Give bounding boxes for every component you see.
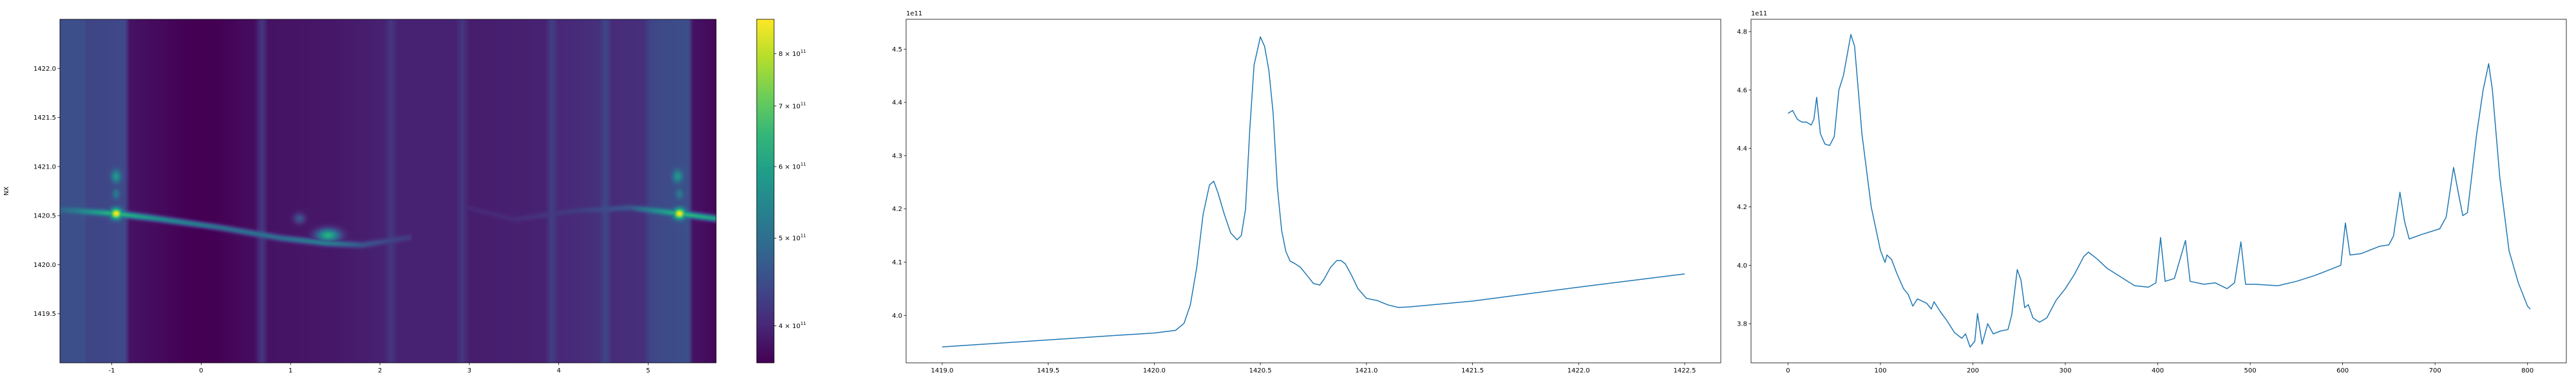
heatmap-ylabel: NX	[3, 187, 10, 196]
line-chart-1-offset-label: 1e11	[906, 10, 922, 17]
heatmap-ytick-label: 1419.5	[33, 311, 56, 318]
line-chart-2-offset-label: 1e11	[1751, 10, 1767, 17]
line-chart-1-xtick-label: 1422.0	[1567, 367, 1590, 374]
colorbar-frame	[756, 19, 775, 363]
line-chart-1-xtick-label: 1419.0	[931, 367, 954, 374]
line-chart-2-frame	[1750, 19, 2567, 363]
line-chart-2-series-line	[1788, 33, 2531, 348]
line-chart-2-xtick-label: 800	[2521, 367, 2533, 374]
line-chart-1-ytick-label: 4.2	[892, 206, 902, 213]
heatmap-xtick-label: 0	[199, 367, 203, 374]
line-chart-1-xtick-label: 1422.5	[1673, 367, 1696, 374]
heatmap-xtick-label: 1	[289, 367, 292, 374]
colorbar-tick-label: 5 × 1011	[779, 234, 806, 243]
line-chart-1-ytick-label: 4.5	[892, 46, 902, 53]
line-chart-2-xtick-label: 700	[2429, 367, 2441, 374]
colorbar-tick-label: 4 × 1011	[779, 321, 806, 330]
line-chart-2-xtick-label: 400	[2152, 367, 2164, 374]
colorbar-tick-label: 7 × 1011	[779, 101, 806, 110]
line-chart-1-xtick-label: 1421.0	[1355, 367, 1378, 374]
line-chart-2-xtick-label: 500	[2244, 367, 2257, 374]
line-chart-1-series-line	[942, 36, 1685, 347]
heatmap-xtick-label: 5	[646, 367, 650, 374]
line-chart-2-xtick-label: 200	[1967, 367, 1979, 374]
line-chart-1-ytick-label: 4.1	[892, 259, 902, 266]
heatmap-ytick-label: 1422.0	[33, 66, 56, 73]
line-chart-2-ytick-label: 3.8	[1737, 321, 1747, 328]
line-chart-2-ytick-label: 4.0	[1737, 262, 1747, 270]
line-chart-1-frame	[905, 19, 1721, 363]
heatmap-ytick-label: 1420.0	[33, 262, 56, 269]
heatmap-xtick-label: 2	[378, 367, 382, 374]
line-chart-1-ytick-label: 4.0	[892, 313, 902, 320]
colorbar-gradient	[757, 19, 774, 363]
colorbar-tick-label: 8 × 1011	[779, 49, 806, 58]
line-chart-2-ytick-label: 4.8	[1737, 29, 1747, 36]
heatmap-ytick-label: 1420.5	[33, 213, 56, 220]
line-chart-2-xtick-label: 600	[2336, 367, 2349, 374]
line-chart-1-ytick-label: 4.4	[892, 100, 902, 107]
heatmap-xtick-label: -1	[109, 367, 115, 374]
heatmap-ytick-label: 1421.5	[33, 115, 56, 122]
heatmap-xtick-label: 4	[556, 367, 560, 374]
line-chart-1-xtick-label: 1419.5	[1037, 367, 1059, 374]
line-chart-2-xtick-label: 0	[1786, 367, 1790, 374]
heatmap-image	[60, 19, 716, 363]
colorbar-tick-label: 6 × 1011	[779, 161, 806, 170]
line-chart-2-xtick-label: 100	[1874, 367, 1886, 374]
heatmap-ytick-label: 1421.0	[33, 163, 56, 170]
line-chart-1-xtick-label: 1420.0	[1143, 367, 1166, 374]
line-chart-2-xtick-label: 300	[2059, 367, 2071, 374]
line-chart-2-ytick-label: 4.4	[1737, 145, 1747, 152]
heatmap-xtick-label: 3	[468, 367, 471, 374]
line-chart-2-ytick-label: 4.6	[1737, 87, 1747, 94]
line-chart-2-ytick-label: 4.2	[1737, 204, 1747, 211]
line-chart-1-xtick-label: 1420.5	[1249, 367, 1272, 374]
heatmap-frame	[59, 19, 717, 363]
line-chart-1-xtick-label: 1421.5	[1461, 367, 1484, 374]
line-chart-1-ytick-label: 4.3	[892, 152, 902, 160]
